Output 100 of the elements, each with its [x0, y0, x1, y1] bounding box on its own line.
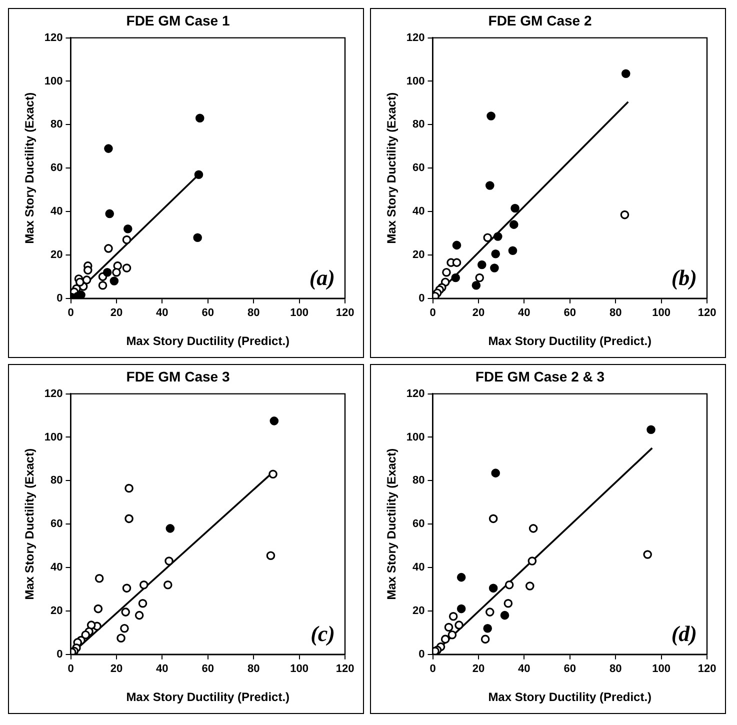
x-tick-label: 80 — [609, 307, 622, 320]
point — [451, 273, 460, 282]
point — [266, 551, 276, 560]
point — [102, 268, 112, 277]
point — [94, 574, 104, 583]
point — [448, 630, 457, 640]
point — [116, 634, 126, 643]
y-tick-label: 60 — [50, 162, 63, 174]
y-tick-label: 120 — [44, 32, 63, 44]
point — [134, 610, 144, 620]
y-tick-label: 120 — [406, 388, 425, 400]
x-tick-label: 40 — [156, 307, 168, 320]
point — [528, 556, 537, 566]
y-axis-title: Max Story Ductility (Exact) — [22, 448, 37, 600]
point — [122, 264, 132, 272]
chart-title: FDE GM Case 2 — [488, 12, 592, 28]
point — [166, 524, 175, 533]
point — [94, 604, 103, 614]
y-tick-label: 20 — [50, 249, 63, 261]
y-tick-label: 20 — [412, 605, 425, 617]
x-tick-label: 80 — [247, 663, 260, 676]
point — [120, 624, 129, 633]
x-tick-label: 100 — [290, 307, 308, 320]
x-tick-label: 20 — [110, 663, 123, 676]
x-tick-label: 0 — [430, 663, 436, 676]
point — [104, 244, 113, 253]
point — [485, 608, 494, 616]
y-tick-label: 100 — [44, 431, 63, 444]
point — [488, 514, 498, 524]
point — [510, 204, 520, 213]
y-tick-label: 80 — [50, 474, 63, 487]
annotation: (a) — [309, 265, 335, 290]
x-tick-label: 40 — [156, 663, 168, 676]
y-tick-label: 40 — [50, 562, 63, 574]
point — [112, 268, 121, 277]
x-tick-label: 40 — [518, 663, 530, 676]
point — [110, 276, 119, 286]
annotation: (c) — [310, 621, 335, 646]
y-tick-label: 120 — [406, 32, 425, 44]
point — [104, 144, 113, 153]
y-tick-label: 0 — [56, 292, 63, 304]
point — [195, 114, 204, 123]
point — [493, 232, 502, 241]
point — [164, 556, 174, 566]
point — [193, 233, 202, 242]
point — [483, 233, 492, 242]
point — [440, 634, 450, 644]
point — [163, 580, 172, 590]
y-tick-label: 60 — [412, 518, 425, 530]
x-tick-label: 0 — [68, 663, 74, 676]
point — [480, 634, 490, 644]
point — [456, 604, 466, 614]
y-axis-title: Max Story Ductility (Exact) — [384, 448, 399, 600]
point — [82, 276, 92, 284]
x-tick-label: 100 — [652, 663, 670, 676]
y-tick-label: 40 — [412, 562, 425, 574]
y-axis-title: Max Story Ductility (Exact) — [384, 92, 399, 244]
x-tick-label: 120 — [336, 663, 354, 676]
y-axis-title: Max Story Ductility (Exact) — [22, 92, 37, 244]
y-tick-label: 20 — [50, 605, 63, 617]
point — [477, 260, 486, 270]
point — [491, 249, 500, 258]
point — [486, 112, 496, 120]
y-tick-label: 80 — [412, 118, 425, 131]
y-tick-label: 0 — [418, 648, 425, 660]
point — [643, 550, 652, 559]
point — [528, 524, 538, 533]
point — [124, 484, 134, 493]
y-tick-label: 80 — [50, 118, 63, 131]
x-tick-label: 60 — [202, 663, 214, 676]
x-tick-label: 20 — [110, 307, 123, 320]
point — [491, 468, 500, 478]
x-tick-label: 120 — [336, 307, 354, 320]
point — [454, 620, 464, 630]
annotation: (d) — [671, 621, 697, 646]
chart-title: FDE GM Case 1 — [126, 12, 230, 28]
point — [122, 235, 132, 244]
point — [194, 170, 204, 180]
point — [452, 258, 462, 267]
point — [500, 610, 510, 620]
point — [620, 210, 630, 220]
point — [646, 425, 656, 434]
y-tick-label: 80 — [412, 474, 425, 487]
point — [452, 240, 462, 250]
point — [139, 580, 148, 590]
point — [268, 470, 278, 479]
point — [456, 572, 466, 582]
y-tick-label: 0 — [56, 648, 63, 660]
y-tick-label: 60 — [50, 518, 63, 530]
point — [525, 582, 534, 590]
y-tick-label: 120 — [44, 388, 63, 400]
x-axis-title: Max Story Ductility (Predict.) — [488, 334, 652, 348]
y-tick-label: 100 — [406, 431, 425, 444]
y-tick-label: 20 — [412, 249, 425, 261]
point — [504, 598, 513, 608]
y-tick-label: 100 — [44, 75, 63, 88]
x-axis-title: Max Story Ductility (Predict.) — [126, 690, 290, 704]
point — [81, 630, 90, 640]
x-tick-label: 60 — [564, 307, 576, 320]
point — [442, 268, 451, 277]
